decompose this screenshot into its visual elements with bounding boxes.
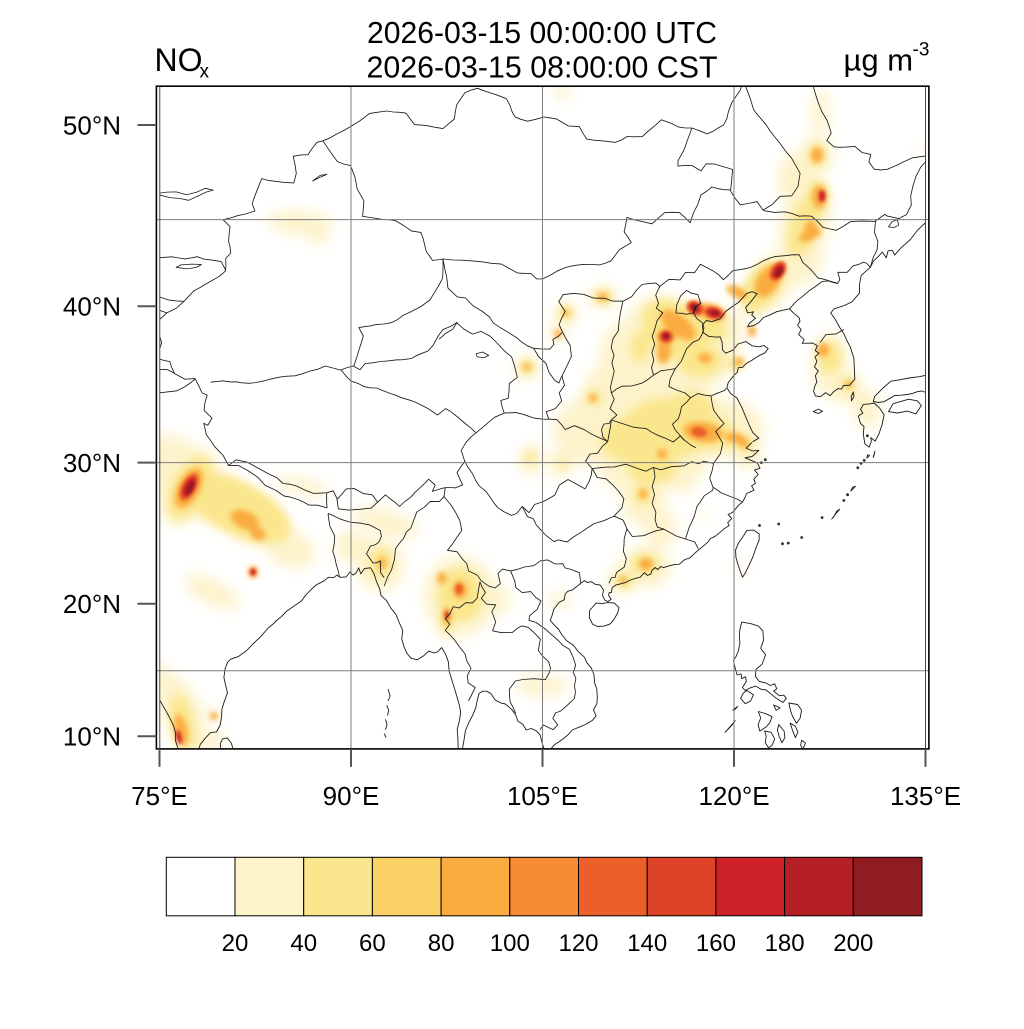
svg-text:75°E: 75°E [131,781,188,811]
svg-text:50°N: 50°N [63,110,121,140]
svg-text:160: 160 [696,930,736,957]
svg-text:2026-03-15 00:00:00 UTC: 2026-03-15 00:00:00 UTC [367,15,717,50]
svg-text:10°N: 10°N [63,722,121,752]
svg-text:20: 20 [222,930,249,957]
svg-text:180: 180 [765,930,805,957]
svg-text:-3: -3 [913,40,930,61]
svg-text:120: 120 [558,930,598,957]
svg-text:2026-03-15 08:00:00 CST: 2026-03-15 08:00:00 CST [367,50,718,85]
svg-text:x: x [200,62,210,83]
svg-text:40°N: 40°N [63,292,121,322]
svg-text:20°N: 20°N [63,589,121,619]
svg-text:140: 140 [627,930,667,957]
svg-text:µg m: µg m [844,43,914,78]
svg-text:100: 100 [490,930,530,957]
svg-text:30°N: 30°N [63,448,121,478]
svg-text:90°E: 90°E [323,781,380,811]
svg-text:80: 80 [428,930,455,957]
svg-text:105°E: 105°E [507,781,578,811]
svg-text:135°E: 135°E [890,781,961,811]
svg-text:120°E: 120°E [698,781,769,811]
svg-text:NO: NO [155,42,203,78]
svg-text:40: 40 [290,930,317,957]
svg-text:60: 60 [359,930,386,957]
svg-text:200: 200 [833,930,873,957]
